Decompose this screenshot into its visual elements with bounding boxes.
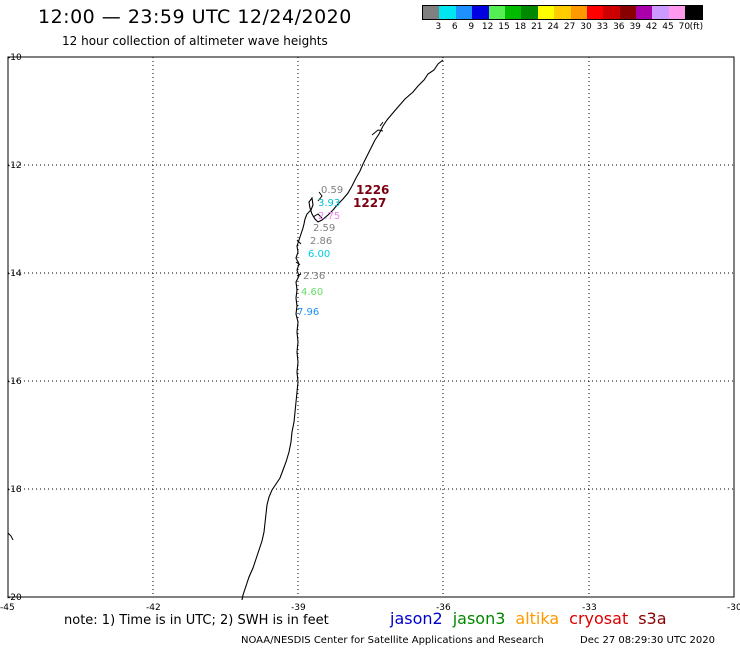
lon-label: -42 (146, 603, 161, 613)
generated-timestamp: Dec 27 08:29:30 UTC 2020 (580, 635, 715, 646)
satellite-name: jason3 (452, 609, 506, 628)
lat-label: -14 (7, 269, 22, 279)
legend-swatch (455, 6, 473, 19)
swh-value: 0.59 (321, 185, 343, 196)
swh-value: 2.86 (310, 236, 332, 247)
swh-value: 2.36 (303, 271, 325, 282)
legend-label: 39 (629, 22, 641, 32)
satellite-legend: jason2 jason3 altika cryosat s3a (390, 609, 677, 628)
legend-swatch (504, 6, 522, 19)
legend-swatch (668, 6, 686, 19)
lat-label: -16 (7, 377, 22, 387)
lon-label: -36 (436, 603, 451, 613)
lon-label: -33 (582, 603, 597, 613)
legend-swatch (521, 6, 538, 19)
map-frame (7, 56, 735, 598)
coastal-detail (295, 121, 384, 277)
legend-label: 21 (531, 22, 543, 32)
legend-label: 24 (547, 22, 559, 32)
lon-label: -39 (291, 603, 306, 613)
color-scale-labels: 3 6 9 12 15 18 21 24 27 30 33 36 39 42 45 70 (ft) (422, 22, 740, 34)
legend-label: 45 (662, 22, 674, 32)
legend-label: 9 (468, 22, 475, 32)
legend-swatch (537, 6, 555, 19)
legend-label: 36 (613, 22, 625, 32)
coastal-detail (7, 532, 14, 541)
legend-swatch (423, 6, 440, 19)
swh-value: 2.75 (318, 211, 340, 222)
legend-swatch (570, 6, 587, 19)
satellite-name: s3a (638, 609, 667, 628)
legend-swatch (488, 6, 505, 19)
satellite-name: jason2 (390, 609, 443, 628)
legend-swatch (586, 6, 604, 19)
legend-label: 6 (451, 22, 458, 32)
legend-label: 18 (514, 22, 527, 32)
footer-note: note: 1) Time is in UTC; 2) SWH is in fe… (64, 613, 329, 628)
legend-label: 12 (481, 22, 494, 32)
legend-swatch (603, 6, 620, 19)
swh-value: 6.00 (308, 249, 330, 260)
lat-label: -12 (7, 161, 22, 171)
graticule (8, 57, 734, 597)
legend-label: 3 (435, 22, 442, 32)
legend-swatch (685, 6, 702, 19)
color-scale-legend (422, 5, 703, 20)
coastline (241, 59, 444, 601)
page-subtitle: 12 hour collection of altimeter wave hei… (62, 34, 328, 48)
satellite-name: cryosat (569, 609, 629, 628)
lon-label: -45 (0, 603, 15, 613)
pass-time-label: 1226 (356, 183, 389, 197)
lat-label: -10 (7, 53, 22, 63)
legend-label: 15 (498, 22, 510, 32)
legend-swatch (619, 6, 637, 19)
legend-label: 70 (678, 22, 691, 32)
legend-swatch (472, 6, 489, 19)
lat-label: -18 (7, 485, 22, 495)
lat-label: -20 (7, 593, 22, 603)
legend-swatch (636, 6, 653, 19)
lon-label: -30 (727, 603, 740, 613)
swh-value: 4.60 (301, 287, 323, 298)
swh-value: 7.96 (297, 307, 319, 318)
swh-value: 3.93 (318, 198, 340, 209)
legend-label: 27 (563, 22, 576, 32)
credit-line: NOAA/NESDIS Center for Satellite Applica… (241, 635, 544, 646)
satellite-name: altika (515, 609, 560, 628)
legend-unit: (ft) (689, 22, 704, 32)
legend-swatch (554, 6, 571, 19)
page-title: 12:00 — 23:59 UTC 12/24/2020 (38, 6, 352, 28)
legend-swatch (439, 6, 456, 19)
legend-label: 33 (596, 22, 609, 32)
pass-time-label: 1227 (353, 196, 386, 210)
legend-label: 42 (645, 22, 658, 32)
swh-value: 2.59 (313, 223, 335, 234)
legend-swatch (652, 6, 669, 19)
legend-label: 30 (580, 22, 592, 32)
